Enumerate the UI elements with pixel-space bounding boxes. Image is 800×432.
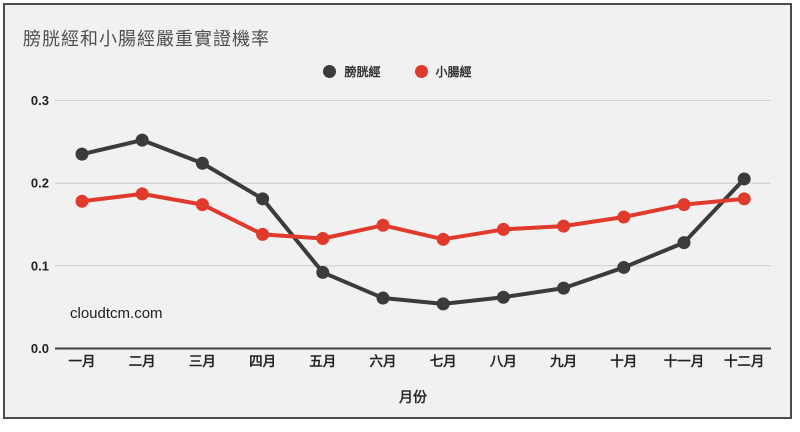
x-tick-label: 十一月 [664,353,705,369]
data-point-0-11[interactable] [737,172,751,186]
x-tick-label: 三月 [189,354,216,369]
legend-label: 膀胱經 [344,65,381,79]
data-point-1-11[interactable] [737,192,751,206]
legend-label: 小腸經 [435,65,472,79]
data-point-1-2[interactable] [195,198,209,212]
x-tick-label: 九月 [549,354,577,369]
series-line-0 [80,138,747,306]
data-point-1-9[interactable] [617,210,631,224]
series-line-1 [80,191,747,242]
y-tick-label: 0.1 [31,258,49,273]
x-tick-label: 十月 [610,353,637,369]
legend-item-0[interactable]: 膀胱經 [323,63,381,80]
data-point-0-7[interactable] [496,290,510,304]
y-tick-label: 0.2 [31,176,49,191]
chart-card: 0.0 0.1 0.2 0.3 一月 二月 三月 四月 五月 六月 七月 八月 九月 十月 十一月 十二月 膀… [3,3,792,419]
legend-dot-icon [414,65,428,78]
x-tick-label: 七月 [430,354,457,369]
data-point-0-9[interactable] [617,260,631,274]
watermark: cloudtcm.com [70,305,163,322]
data-point-0-1[interactable] [135,133,149,147]
data-point-0-3[interactable] [256,192,270,206]
x-axis-title: 月份 [399,389,427,405]
x-tick-label: 十二月 [724,353,765,369]
data-point-0-2[interactable] [195,156,209,170]
x-tick-label: 四月 [249,354,276,369]
data-point-1-4[interactable] [316,232,330,246]
data-point-1-5[interactable] [376,218,390,232]
data-point-0-10[interactable] [677,236,691,250]
data-point-0-0[interactable] [75,147,89,161]
legend-item-1[interactable]: 小腸經 [414,63,472,80]
data-point-0-8[interactable] [557,281,571,295]
chart-title: 膀胱經和小腸經嚴重實證機率 [23,29,270,49]
legend-dot-icon [323,65,337,78]
data-point-1-8[interactable] [557,219,571,233]
data-point-1-1[interactable] [135,187,149,201]
data-point-1-0[interactable] [75,194,89,208]
legend: 膀胱經 小腸經 [5,63,790,80]
data-point-0-4[interactable] [316,265,330,279]
x-tick-label: 六月 [370,353,397,369]
data-point-0-6[interactable] [436,297,450,311]
data-point-1-3[interactable] [256,227,270,241]
x-tick-label: 五月 [309,354,336,369]
y-tick-label: 0.0 [31,341,49,356]
x-tick-label: 二月 [129,354,156,369]
data-point-1-7[interactable] [496,222,510,236]
y-tick-label: 0.3 [31,93,49,108]
x-tick-label: 八月 [489,354,517,369]
line-chart: 0.0 0.1 0.2 0.3 一月 二月 三月 四月 五月 六月 七月 八月 九月 十月 十一月 十二月 [31,93,771,369]
x-tick-label: 一月 [69,354,96,369]
data-point-1-10[interactable] [677,198,691,212]
data-point-0-5[interactable] [376,291,390,305]
data-point-1-6[interactable] [436,232,450,246]
